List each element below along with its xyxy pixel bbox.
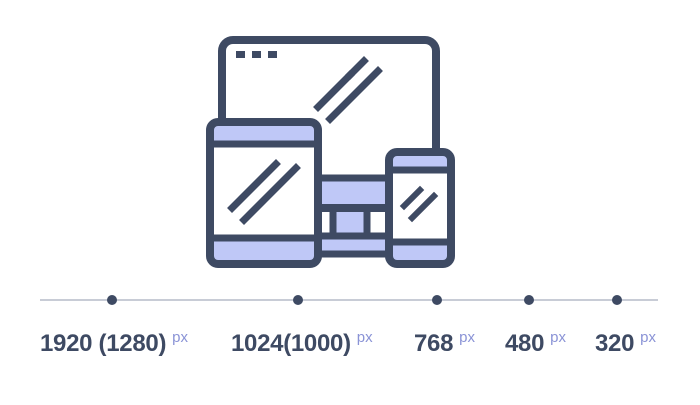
breakpoint-dot-1024: [293, 295, 303, 305]
breakpoint-label-480: 480 px: [505, 330, 566, 356]
breakpoint-value: 1920 (1280): [40, 330, 167, 357]
tablet-reflection: [227, 159, 281, 213]
breakpoint-unit: px: [550, 329, 566, 346]
monitor-reflection: [313, 70, 355, 112]
monitor-dot: [236, 51, 245, 58]
monitor-dot: [268, 51, 277, 58]
breakpoint-unit: px: [172, 329, 188, 346]
monitor-dot: [252, 51, 261, 58]
breakpoint-value: 480: [505, 330, 545, 357]
phone-reflection: [399, 185, 425, 211]
tablet-screen: [214, 144, 314, 238]
breakpoint-dot-1920: [107, 295, 117, 305]
breakpoint-unit: px: [356, 329, 373, 346]
monitor-reflection: [345, 56, 369, 80]
breakpoint-label-1920: 1920 (1280) px: [40, 330, 188, 356]
breakpoint-value: 768: [414, 330, 454, 357]
breakpoint-dot-480: [524, 295, 534, 305]
breakpoint-label-320: 320 px: [595, 330, 656, 356]
breakpoint-label-1024: 1024(1000) px: [231, 330, 373, 356]
breakpoint-unit: px: [459, 329, 475, 346]
phone-reflection: [407, 191, 439, 223]
monitor-reflection: [325, 66, 383, 124]
breakpoint-unit: px: [640, 329, 656, 346]
breakpoint-value: 320: [595, 330, 635, 357]
breakpoint-value: 1024(1000): [231, 330, 351, 357]
tablet-icon: [206, 118, 322, 268]
breakpoint-dot-768: [432, 295, 442, 305]
breakpoint-dot-320: [612, 295, 622, 305]
tablet-reflection: [239, 163, 301, 225]
breakpoint-label-768: 768 px: [414, 330, 475, 356]
phone-icon: [385, 148, 455, 268]
